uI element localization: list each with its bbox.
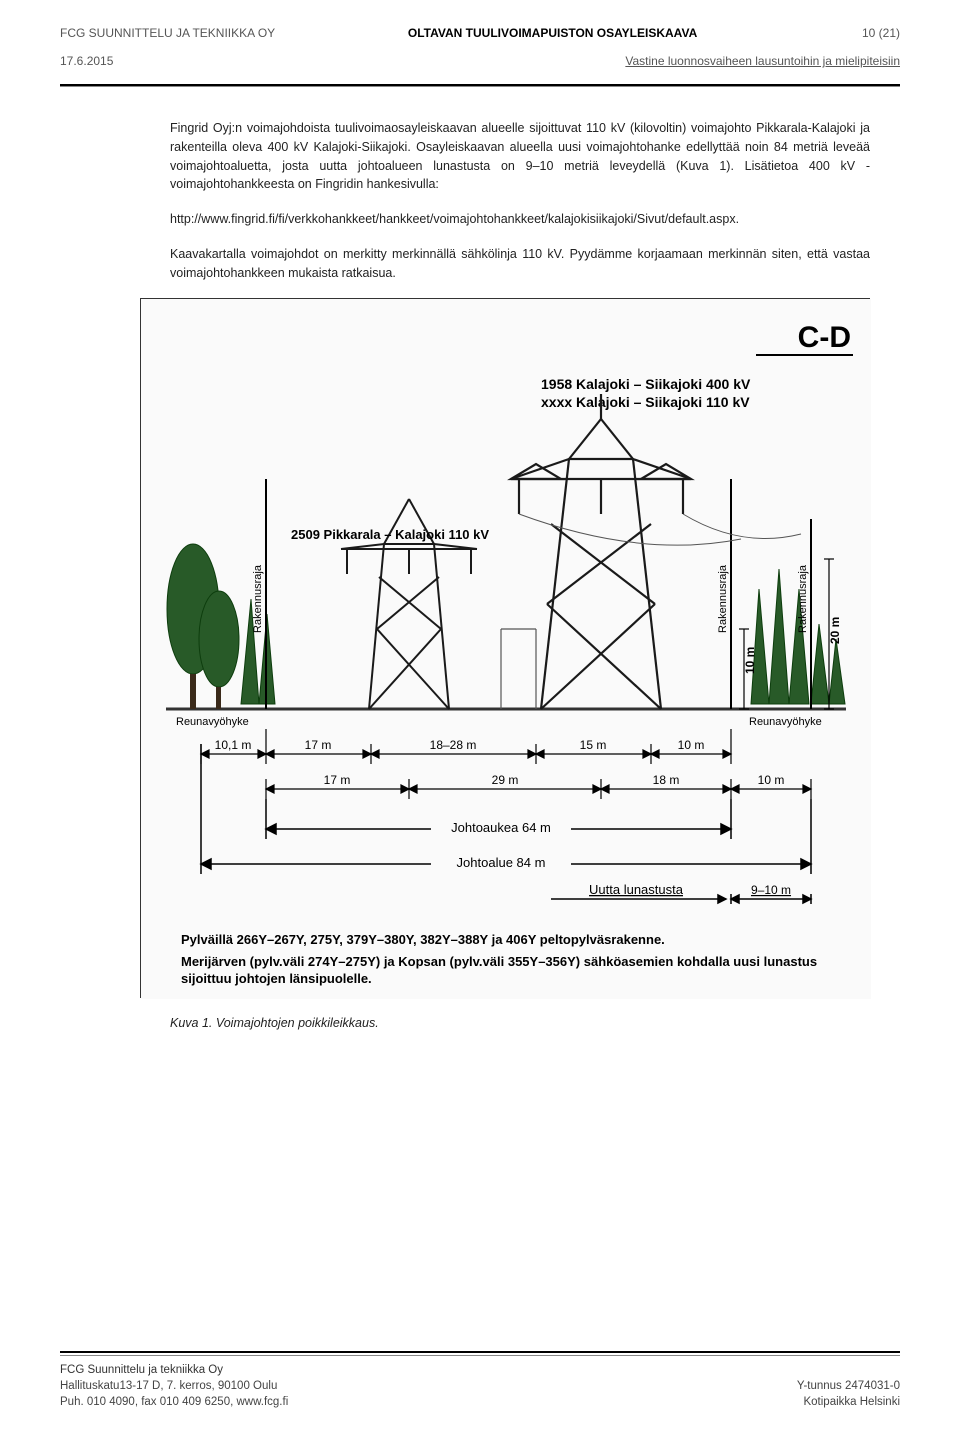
fig-uutta-dim: 9–10 m <box>751 883 791 897</box>
footer-phone: Puh. 010 4090, fax 010 409 6250, www.fcg… <box>60 1394 288 1410</box>
paragraph-link: http://www.fingrid.fi/fi/verkkohankkeet/… <box>170 210 870 229</box>
header-subtitle: Vastine luonnosvaiheen lausuntoihin ja m… <box>625 52 900 70</box>
fig-uutta-label: Uutta lunastusta <box>589 882 684 897</box>
figure-cross-section: C-D 1958 Kalajoki – Siikajoki 400 kV xxx… <box>140 298 870 998</box>
footer-right-block: Y-tunnus 2474031-0 Kotipaikka Helsinki <box>797 1362 900 1410</box>
fig-right-axis1: Rakennusraja <box>717 564 729 633</box>
dim-r2-3: 10 m <box>758 773 785 787</box>
footer-left-block: FCG Suunnittelu ja tekniikka Oy Hallitus… <box>60 1362 288 1410</box>
fig-h10: 10 m <box>743 647 757 674</box>
fig-left-pylon-label: 2509 Pikkarala – Kalajoki 110 kV <box>291 527 489 542</box>
footer-address: Hallituskatu13-17 D, 7. kerros, 90100 Ou… <box>60 1378 288 1394</box>
page-header: FCG SUUNNITTELU JA TEKNIIKKA OY OLTAVAN … <box>0 0 960 42</box>
fig-note-1: Pylväillä 266Y–267Y, 275Y, 379Y–380Y, 38… <box>181 932 665 947</box>
footer-company: FCG Suunnittelu ja tekniikka Oy <box>60 1362 288 1378</box>
dim-r1-2: 18–28 m <box>430 738 477 752</box>
fig-baseline-left: Reunavyöhyke <box>176 716 249 728</box>
paragraph-1: Fingrid Oyj:n voimajohdoista tuulivoimao… <box>170 119 870 194</box>
header-date: 17.6.2015 <box>60 52 113 70</box>
dim-r1-4: 10 m <box>678 738 705 752</box>
fig-note-2: Merijärven (pylv.väli 274Y–275Y) ja Kops… <box>181 954 831 988</box>
fig-legend-2: xxxx Kalajoki – Siikajoki 110 kV <box>541 394 750 410</box>
fig-h20: 20 m <box>828 617 842 644</box>
page-footer: FCG Suunnittelu ja tekniikka Oy Hallitus… <box>0 1351 960 1438</box>
footer-kotipaikka: Kotipaikka Helsinki <box>797 1394 900 1410</box>
fig-legend-1: 1958 Kalajoki – Siikajoki 400 kV <box>541 376 751 392</box>
body-text: Fingrid Oyj:n voimajohdoista tuulivoimao… <box>0 87 960 282</box>
dim-r1-3: 15 m <box>580 738 607 752</box>
paragraph-3: Kaavakartalla voimajohdot on merkitty me… <box>170 245 870 283</box>
fig-johtoaukea: Johtoaukea 64 m <box>451 820 551 835</box>
dim-r1-1: 17 m <box>305 738 332 752</box>
dim-r2-2: 18 m <box>653 773 680 787</box>
page-subheader: 17.6.2015 Vastine luonnosvaiheen lausunt… <box>0 42 960 84</box>
fig-left-axis: Rakennusraja <box>252 564 264 633</box>
fig-baseline-right: Reunavyöhyke <box>749 716 822 728</box>
dim-r1-0: 10,1 m <box>215 738 252 752</box>
header-company: FCG SUUNNITTELU JA TEKNIIKKA OY <box>60 24 275 42</box>
fig-johtoalue: Johtoalue 84 m <box>457 855 546 870</box>
footer-rule-thin <box>60 1355 900 1356</box>
header-page: 10 (21) <box>830 24 900 42</box>
header-title: OLTAVAN TUULIVOIMAPUISTON OSAYLEISKAAVA <box>275 24 830 42</box>
dim-r2-1: 29 m <box>492 773 519 787</box>
footer-ytunnus: Y-tunnus 2474031-0 <box>797 1378 900 1394</box>
figure-caption: Kuva 1. Voimajohtojen poikkileikkaus. <box>0 1008 960 1033</box>
footer-rule-thick <box>60 1351 900 1353</box>
fig-corner-label: C-D <box>798 321 851 354</box>
fig-right-axis2: Rakennusraja <box>797 564 809 633</box>
cross-section-svg: C-D 1958 Kalajoki – Siikajoki 400 kV xxx… <box>141 299 871 999</box>
dim-r2-0: 17 m <box>324 773 351 787</box>
